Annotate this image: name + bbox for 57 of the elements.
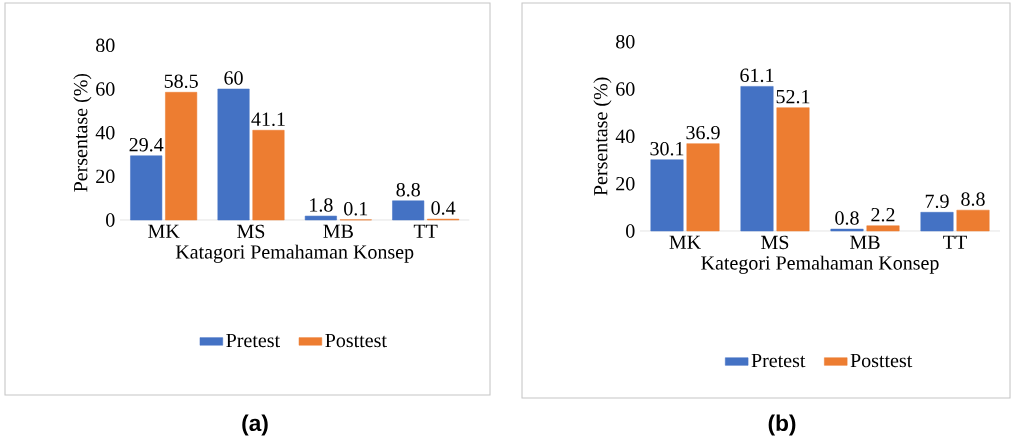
bar (866, 225, 900, 232)
y-tick-label: 80 (616, 34, 635, 49)
bar (304, 215, 337, 221)
x-tick-label: MB (850, 235, 880, 249)
y-tick-label: 40 (95, 125, 115, 140)
bar (392, 200, 425, 221)
y-tick-label: 60 (96, 82, 115, 96)
y-tick-label: 80 (96, 38, 115, 53)
x-tick-label: MK (148, 224, 180, 238)
y-tick-label: 0 (106, 213, 115, 227)
data-label: 2.2 (871, 208, 895, 222)
y-tick-label: 20 (616, 176, 635, 191)
legend-label: Posttest (850, 353, 913, 368)
data-label: 1.8 (310, 198, 333, 212)
bar (776, 107, 810, 232)
bar (252, 130, 285, 221)
x-tick-label: TT (943, 235, 967, 249)
x-tick-label: MB (323, 224, 353, 238)
y-tick-label: 20 (96, 169, 115, 184)
data-label: 58.5 (164, 74, 198, 89)
data-label: 0.4 (431, 201, 456, 215)
data-label: 60 (224, 71, 243, 85)
x-tick-label: MK (669, 235, 701, 249)
x-tick-label: MS (761, 235, 789, 250)
data-label: 61.1 (740, 68, 774, 83)
data-label: 0.1 (344, 201, 368, 216)
bar (217, 88, 250, 221)
y-axis-title: Persentase (%) (593, 77, 612, 196)
bar (686, 143, 720, 232)
x-axis-title: Katagori Pemahaman Konsep (175, 244, 414, 263)
bar (740, 86, 774, 232)
x-axis-title: Kategori Pemahaman Konsep (701, 255, 939, 274)
data-label: 7.9 (925, 194, 949, 209)
data-label: 41.1 (251, 112, 285, 127)
bar (130, 155, 163, 221)
x-tick-label: MS (237, 224, 265, 239)
y-tick-label: 40 (615, 129, 635, 144)
x-tick-label: TT (413, 224, 438, 238)
y-tick-label: 60 (616, 82, 635, 96)
text: (a) (242, 414, 268, 436)
data-label: 0.8 (835, 211, 859, 225)
bar (956, 209, 990, 232)
data-label: 8.8 (396, 182, 420, 197)
data-label: 52.1 (776, 89, 810, 104)
text: (b) (768, 414, 796, 436)
data-label: 36.9 (686, 125, 720, 140)
data-label: 30.1 (650, 141, 684, 156)
legend-label: Pretest (226, 333, 280, 348)
bar (165, 92, 198, 221)
bar (920, 212, 954, 232)
y-axis-title: Persentase (%) (73, 73, 92, 192)
legend-label: Pretest (751, 353, 806, 368)
data-label: 8.8 (961, 192, 985, 206)
data-label: 29.4 (129, 138, 164, 152)
y-tick-label: 0 (626, 224, 635, 238)
bar (650, 159, 684, 232)
legend-label: Posttest (325, 333, 387, 348)
